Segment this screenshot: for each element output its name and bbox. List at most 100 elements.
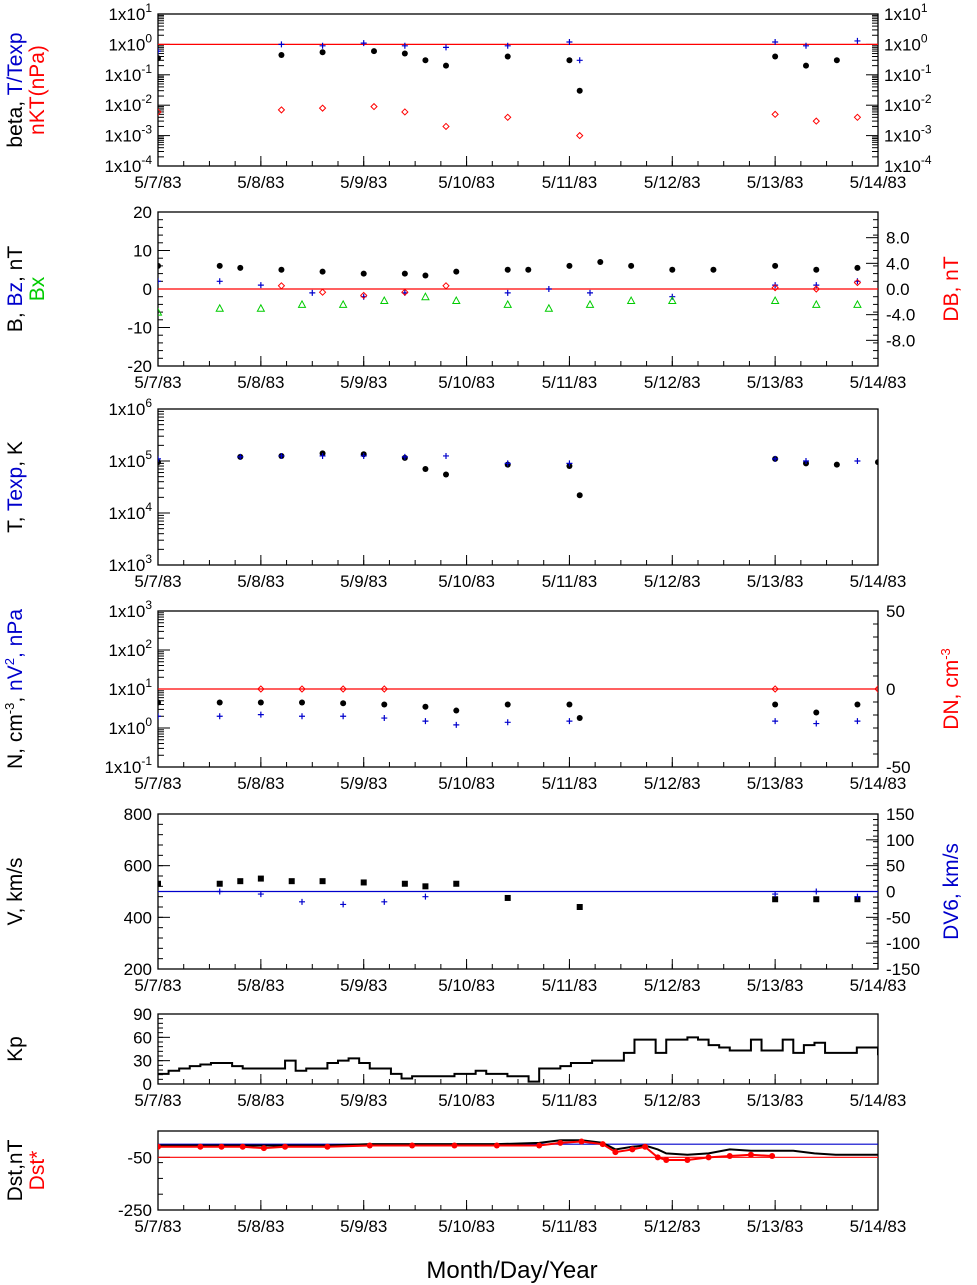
x-tick-label: 5/7/83	[134, 774, 181, 793]
data-point	[578, 1138, 585, 1145]
data-point	[504, 266, 511, 273]
panel-2: 20 10 0 -10 -20 8.0 4.0 0.0 -4.0 -8.0 5/7/83 5/8/83…	[4, 203, 963, 392]
x-tick-label: 5/11/83	[542, 774, 597, 793]
y2-tick-label: 1x10-2	[884, 92, 932, 115]
y-tick-label: 1x103	[108, 598, 152, 621]
data-point	[422, 703, 429, 710]
x-tick-label: 5/12/83	[644, 173, 701, 192]
data-point	[318, 104, 327, 112]
data-point	[628, 262, 635, 269]
data-point	[278, 51, 285, 58]
y-tick-label: 0	[143, 280, 152, 299]
x-tick-label: 5/14/83	[850, 1217, 907, 1236]
x-tick-label: 5/8/83	[237, 976, 284, 995]
data-point	[443, 44, 449, 51]
y-tick-label: 1x100	[108, 715, 152, 738]
data-point	[197, 1143, 204, 1150]
data-point	[288, 878, 295, 885]
x-tick-label: 5/12/83	[644, 976, 701, 995]
data-point	[360, 40, 367, 47]
x-tick-label: 5/14/83	[850, 373, 907, 392]
data-point	[256, 303, 266, 312]
data-point	[576, 904, 583, 910]
y-tick-label: -250	[118, 1201, 152, 1220]
data-point	[257, 875, 264, 882]
data-point	[576, 492, 583, 499]
data-point	[557, 1139, 564, 1146]
data-point	[813, 720, 820, 727]
data-point	[813, 282, 820, 289]
data-point	[158, 108, 162, 116]
x-tick-label: 5/10/83	[438, 1091, 495, 1110]
data-point	[319, 452, 326, 459]
x-tick-label: 5/12/83	[644, 1217, 701, 1236]
y-axis-title: Dst*	[26, 1151, 49, 1191]
y2-tick-label: 1x100	[884, 31, 928, 54]
x-tick-label: 5/11/83	[542, 373, 597, 392]
data-point	[401, 880, 408, 887]
data-point	[504, 894, 511, 901]
data-point	[257, 699, 264, 706]
data-point	[629, 1146, 636, 1153]
x-tick-label: 5/14/83	[850, 173, 907, 192]
data-point	[381, 715, 388, 722]
panel-5: 800 600 400 200 150 100 50 0 -50 -100 -150 5/7/83 5/…	[4, 805, 963, 995]
x-tick-label: 5/8/83	[237, 373, 284, 392]
data-point	[545, 286, 552, 292]
y-tick-label: 60	[133, 1028, 152, 1047]
data-point	[297, 299, 307, 308]
y-tick-label: 30	[133, 1052, 152, 1071]
data-point	[443, 452, 449, 459]
data-point	[536, 1142, 543, 1149]
data-point	[299, 713, 305, 720]
data-point	[769, 1153, 776, 1160]
data-point	[237, 264, 244, 271]
x-tick-label: 5/7/83	[134, 1217, 181, 1236]
data-point	[216, 880, 223, 887]
data-point	[158, 455, 161, 462]
data-point	[260, 1145, 267, 1152]
data-point	[813, 266, 820, 273]
y-axis-title: Dst,nT	[4, 1139, 27, 1201]
y2-tick-label: -100	[886, 934, 920, 953]
data-point	[772, 891, 779, 898]
data-point	[770, 295, 780, 305]
data-point	[772, 896, 779, 903]
data-point	[566, 718, 573, 725]
x-tick-label: 5/12/83	[644, 572, 701, 591]
data-point	[854, 458, 861, 464]
data-point	[710, 266, 717, 273]
series-line	[158, 1036, 878, 1083]
data-point	[684, 1156, 691, 1163]
y2-tick-label: 8.0	[886, 229, 910, 248]
data-point	[257, 685, 265, 693]
data-point	[401, 453, 408, 460]
data-point	[772, 38, 779, 45]
data-point	[771, 110, 779, 119]
data-point	[663, 1156, 670, 1163]
data-point	[401, 50, 408, 57]
data-point	[422, 272, 429, 279]
data-point	[813, 709, 820, 716]
data-point	[401, 270, 408, 277]
data-point	[854, 701, 861, 708]
data-point	[811, 299, 821, 308]
data-point	[237, 453, 244, 460]
data-point	[772, 718, 779, 725]
x-tick-label: 5/9/83	[340, 373, 387, 392]
y-tick-label: 1x104	[108, 500, 152, 523]
data-point	[360, 270, 367, 277]
data-point	[239, 1143, 246, 1150]
data-point	[422, 57, 429, 64]
data-point	[409, 1142, 416, 1149]
data-point	[576, 131, 584, 140]
y-tick-label: 1x10-3	[104, 123, 152, 146]
data-point	[216, 278, 223, 285]
data-point	[339, 685, 347, 693]
data-point	[216, 888, 223, 895]
x-tick-label: 5/13/83	[747, 373, 804, 392]
x-tick-label: 5/11/83	[542, 173, 597, 192]
data-point	[772, 53, 779, 60]
y2-tick-label: 1x10-4	[884, 153, 932, 176]
series-group	[158, 875, 861, 910]
